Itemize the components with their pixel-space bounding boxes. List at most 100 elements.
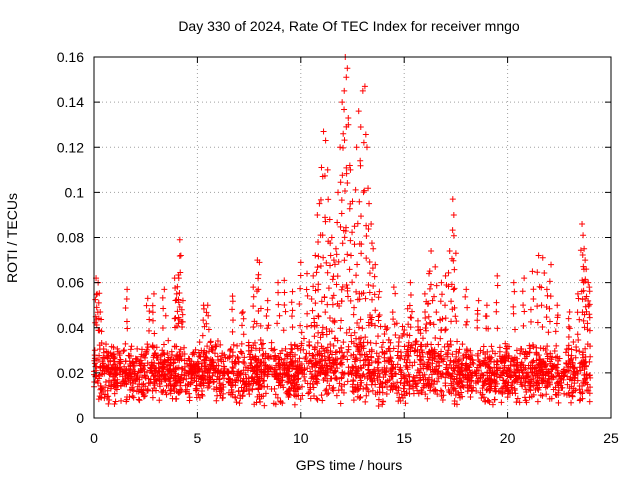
data-point	[438, 327, 445, 334]
data-point	[555, 387, 562, 394]
data-point	[518, 381, 525, 388]
data-point	[504, 373, 511, 380]
data-point	[206, 361, 213, 368]
data-point	[574, 370, 581, 377]
data-point	[422, 308, 429, 315]
data-point	[201, 356, 208, 363]
data-point	[381, 330, 388, 337]
data-point	[272, 352, 279, 359]
data-point	[113, 371, 120, 378]
data-point	[524, 350, 531, 357]
data-point	[326, 354, 333, 361]
data-point	[356, 335, 363, 342]
data-point	[232, 393, 239, 400]
data-point	[144, 295, 151, 302]
data-point	[418, 357, 425, 364]
data-point	[352, 369, 359, 376]
data-point	[115, 348, 122, 355]
data-point	[294, 381, 301, 388]
data-point	[587, 343, 594, 350]
data-point	[264, 354, 271, 361]
data-point	[255, 286, 262, 293]
data-point	[485, 325, 492, 332]
data-point	[181, 344, 188, 351]
data-point	[344, 378, 351, 385]
data-point	[565, 390, 572, 397]
data-point	[162, 388, 169, 395]
data-point	[407, 314, 414, 321]
data-point	[304, 310, 311, 317]
data-point	[203, 309, 210, 316]
data-point	[363, 232, 370, 239]
data-point	[327, 347, 334, 354]
data-point	[314, 380, 321, 387]
data-point	[375, 317, 382, 324]
data-point	[479, 385, 486, 392]
data-point	[518, 345, 525, 352]
data-point	[145, 344, 152, 351]
data-point	[467, 369, 474, 376]
data-point	[229, 293, 236, 300]
data-point	[427, 387, 434, 394]
data-point	[365, 388, 372, 395]
data-point	[146, 327, 153, 334]
data-point	[175, 320, 182, 327]
data-point	[493, 380, 500, 387]
data-point	[315, 286, 322, 293]
data-point	[344, 251, 351, 258]
data-point	[459, 341, 466, 348]
data-point	[337, 179, 344, 186]
data-point	[509, 384, 516, 391]
data-point	[584, 320, 591, 327]
data-point	[291, 382, 298, 389]
data-point	[407, 324, 414, 331]
data-point	[261, 402, 268, 409]
data-point	[121, 381, 128, 388]
data-point	[357, 316, 364, 323]
data-point	[491, 371, 498, 378]
data-point	[263, 313, 270, 320]
data-point	[338, 197, 345, 204]
data-point	[582, 345, 589, 352]
data-point	[146, 308, 153, 315]
data-point	[442, 315, 449, 322]
data-point	[333, 392, 340, 399]
data-point	[101, 395, 108, 402]
data-point	[322, 387, 329, 394]
data-point	[365, 357, 372, 364]
data-point	[402, 400, 409, 407]
data-point	[113, 365, 120, 372]
x-tick-label: 10	[293, 430, 309, 446]
data-point	[112, 366, 119, 373]
data-point	[517, 350, 524, 357]
data-point	[581, 324, 588, 331]
data-point	[421, 290, 428, 297]
data-point	[160, 305, 167, 312]
data-point	[333, 251, 340, 258]
data-point	[433, 309, 440, 316]
data-point	[253, 378, 260, 385]
data-point	[331, 319, 338, 326]
data-point	[305, 390, 312, 397]
data-point	[289, 324, 296, 331]
data-point	[456, 364, 463, 371]
data-point	[576, 382, 583, 389]
data-point	[367, 376, 374, 383]
data-point	[392, 290, 399, 297]
data-point	[513, 355, 520, 362]
data-point	[366, 200, 373, 207]
data-point	[396, 366, 403, 373]
data-point	[217, 385, 224, 392]
data-point	[159, 325, 166, 332]
data-point	[277, 350, 284, 357]
data-point	[149, 343, 156, 350]
data-point	[558, 380, 565, 387]
data-point	[498, 358, 505, 365]
data-point	[421, 382, 428, 389]
data-point	[559, 384, 566, 391]
data-point	[264, 325, 271, 332]
data-point	[395, 348, 402, 355]
data-point	[399, 395, 406, 402]
data-point	[283, 352, 290, 359]
data-point	[326, 382, 333, 389]
